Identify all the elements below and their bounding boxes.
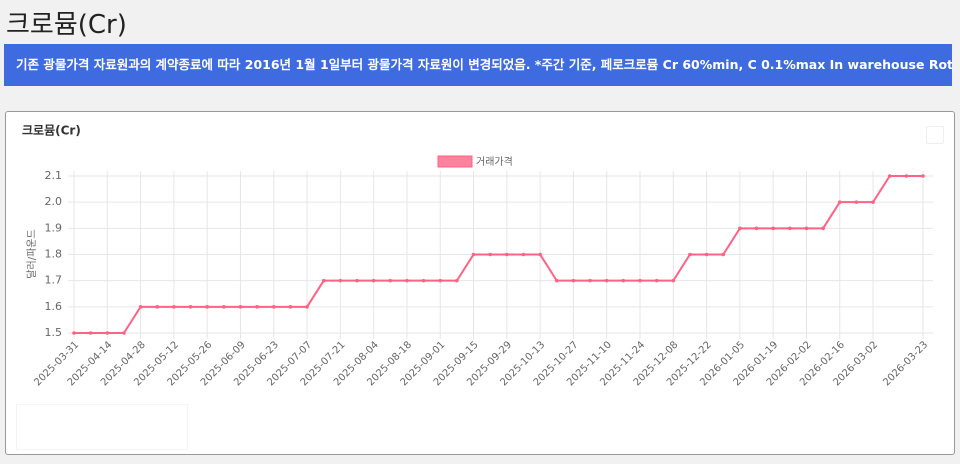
data-point bbox=[238, 305, 243, 309]
data-point bbox=[754, 226, 759, 231]
data-point bbox=[222, 305, 226, 309]
empty-panel bbox=[16, 404, 188, 450]
data-point bbox=[338, 278, 343, 283]
data-point bbox=[538, 252, 542, 257]
data-point bbox=[621, 278, 626, 283]
data-point bbox=[88, 331, 93, 335]
data-point bbox=[554, 278, 559, 283]
y-tick-label: 2.1 bbox=[45, 169, 63, 182]
data-point bbox=[821, 226, 825, 231]
data-point bbox=[721, 252, 726, 257]
data-point bbox=[255, 305, 259, 309]
data-point bbox=[438, 278, 443, 283]
data-point bbox=[771, 226, 775, 231]
x-tick-label: 2026-03-23 bbox=[881, 339, 930, 388]
y-tick-label: 1.7 bbox=[45, 274, 63, 287]
data-point bbox=[654, 278, 659, 283]
data-point bbox=[788, 226, 792, 231]
data-point bbox=[521, 252, 526, 257]
chart-card bbox=[5, 111, 955, 455]
data-point bbox=[105, 331, 110, 335]
data-point bbox=[172, 305, 176, 309]
data-point bbox=[588, 278, 592, 283]
y-tick-label: 1.9 bbox=[45, 221, 63, 234]
data-point bbox=[405, 278, 409, 283]
data-point bbox=[138, 305, 143, 309]
data-point bbox=[887, 174, 892, 178]
data-point bbox=[205, 305, 209, 309]
y-tick-label: 1.5 bbox=[45, 326, 63, 339]
page-heading: 크로뮴(Cr) bbox=[6, 10, 127, 40]
data-point bbox=[738, 226, 742, 231]
chart-title: 크로뮴(Cr) bbox=[22, 124, 81, 138]
legend-label: 거래가격 bbox=[476, 155, 513, 168]
data-point bbox=[837, 200, 842, 204]
y-tick-label: 2.0 bbox=[45, 195, 63, 208]
data-point bbox=[854, 200, 859, 204]
data-point bbox=[355, 278, 359, 283]
data-point bbox=[571, 278, 576, 283]
data-point bbox=[804, 226, 809, 231]
data-point bbox=[305, 305, 309, 309]
data-point bbox=[638, 278, 642, 283]
data-point bbox=[688, 252, 692, 257]
data-point bbox=[505, 252, 509, 257]
data-point bbox=[388, 278, 393, 283]
data-point bbox=[704, 252, 709, 257]
data-point bbox=[455, 278, 459, 283]
menu-button[interactable] bbox=[926, 126, 944, 144]
series-line bbox=[74, 175, 923, 334]
data-point bbox=[122, 331, 126, 335]
data-point bbox=[321, 278, 326, 283]
notice-banner: 기존 광물가격 자료원과의 계약종료에 따라 2016년 1월 1일부터 광물가… bbox=[4, 44, 952, 86]
legend-swatch bbox=[437, 155, 473, 168]
data-point bbox=[904, 174, 909, 178]
data-point bbox=[488, 252, 492, 257]
data-point bbox=[421, 278, 426, 283]
data-point bbox=[72, 331, 76, 335]
data-point bbox=[671, 278, 676, 283]
data-point bbox=[471, 252, 476, 257]
data-point bbox=[871, 200, 875, 204]
data-point bbox=[188, 305, 193, 309]
data-point bbox=[604, 278, 609, 283]
y-axis-label: 달러/파운드 bbox=[26, 229, 38, 278]
y-tick-label: 1.6 bbox=[45, 300, 63, 313]
data-point bbox=[271, 305, 276, 309]
y-tick-label: 1.8 bbox=[45, 248, 63, 261]
data-point bbox=[155, 305, 160, 309]
data-point bbox=[371, 278, 376, 283]
data-point bbox=[921, 174, 925, 178]
data-point bbox=[288, 305, 293, 309]
